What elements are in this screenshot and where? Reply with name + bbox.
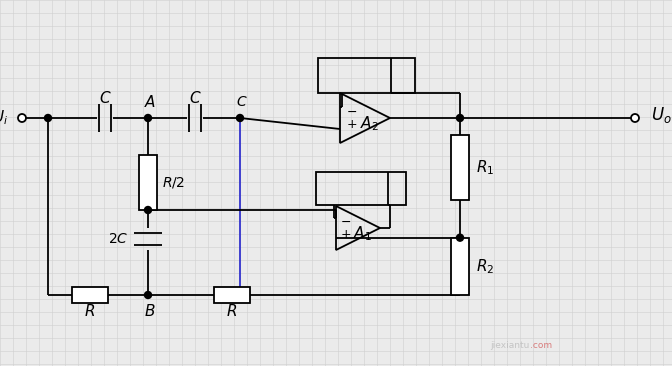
Circle shape [631, 114, 639, 122]
Circle shape [144, 115, 151, 122]
Circle shape [18, 114, 26, 122]
Text: $R/2$: $R/2$ [162, 175, 185, 190]
Text: $A_1$: $A_1$ [353, 225, 372, 243]
Bar [316, 172, 406, 205]
Circle shape [144, 206, 151, 213]
Text: $R$: $R$ [85, 303, 95, 319]
Bar [72, 287, 108, 303]
Bar [451, 238, 469, 295]
Bar [451, 135, 469, 200]
Text: $+$: $+$ [340, 228, 351, 241]
Text: $R_1$: $R_1$ [476, 158, 495, 177]
Bar [139, 155, 157, 210]
Bar [214, 287, 250, 303]
Text: .com: .com [530, 341, 552, 350]
Text: jiexiantu: jiexiantu [490, 341, 530, 350]
Text: $C$: $C$ [99, 90, 112, 106]
Text: $+$: $+$ [345, 119, 357, 131]
Text: $C$: $C$ [236, 95, 248, 109]
Text: $A_2$: $A_2$ [360, 115, 378, 133]
Circle shape [237, 115, 243, 122]
Bar [318, 58, 415, 93]
Circle shape [456, 234, 464, 241]
Text: $-$: $-$ [340, 215, 351, 228]
Text: $U_i$: $U_i$ [0, 109, 8, 127]
Text: $R_2$: $R_2$ [476, 257, 495, 276]
Text: $-$: $-$ [345, 105, 357, 117]
Circle shape [144, 291, 151, 299]
Text: $2C$: $2C$ [108, 232, 128, 246]
Text: $U_o$: $U_o$ [651, 105, 672, 125]
Circle shape [44, 115, 52, 122]
Text: $A$: $A$ [144, 94, 156, 110]
Circle shape [456, 115, 464, 122]
Text: $B$: $B$ [144, 303, 156, 319]
Text: $R$: $R$ [226, 303, 238, 319]
Text: $C$: $C$ [189, 90, 202, 106]
